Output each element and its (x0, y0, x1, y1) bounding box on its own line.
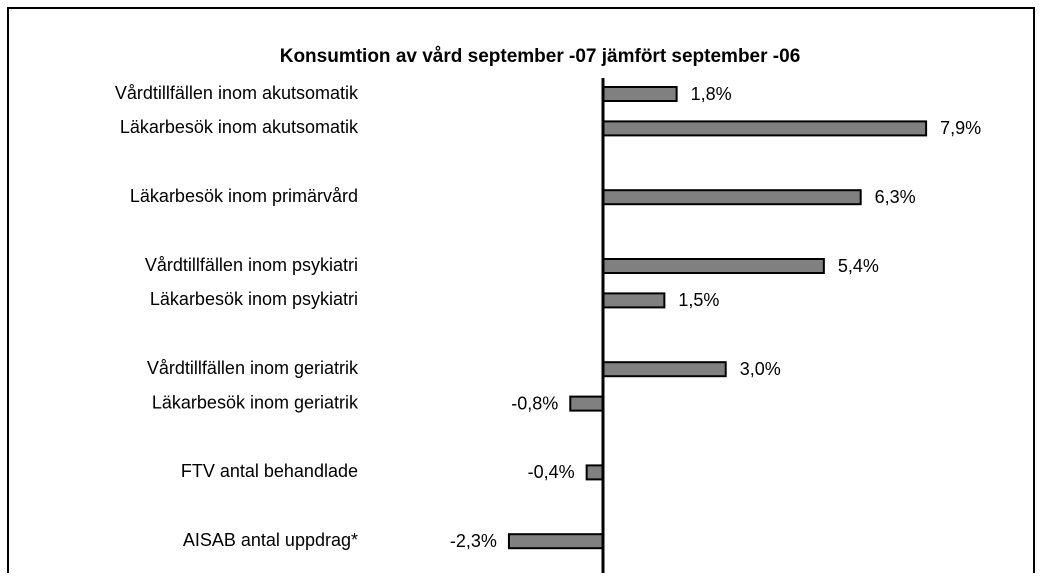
category-label: Vårdtillfällen inom psykiatri (145, 255, 358, 275)
bar (602, 258, 825, 274)
category-label: Läkarbesök inom geriatrik (152, 392, 359, 412)
category-label: FTV antal behandlade (181, 461, 358, 481)
value-label: -0,8% (511, 393, 558, 413)
bar (602, 361, 727, 378)
value-label: -0,4% (528, 462, 575, 482)
bar (602, 86, 678, 102)
chart-title: Konsumtion av vård september -07 jämfört… (280, 46, 801, 67)
category-label: Vårdtillfällen inom akutsomatik (115, 83, 359, 103)
category-label: AISAB antal uppdrag* (183, 530, 358, 550)
value-label: 1,8% (691, 84, 732, 104)
bar (507, 533, 604, 550)
value-label: 5,4% (838, 256, 879, 276)
bar (569, 395, 605, 412)
value-label: 6,3% (875, 187, 916, 207)
value-label: 1,5% (678, 290, 719, 310)
bar (585, 464, 605, 481)
category-label: Läkarbesök inom psykiatri (150, 289, 358, 309)
frame (7, 7, 1035, 573)
value-label: 3,0% (740, 359, 781, 379)
category-label: Vårdtillfällen inom geriatrik (147, 358, 359, 378)
value-label: -2,3% (450, 531, 497, 551)
category-label: Läkarbesök inom akutsomatik (120, 117, 359, 137)
bar (602, 189, 862, 206)
bar (602, 120, 928, 137)
category-label: Läkarbesök inom primärvård (130, 186, 358, 206)
bar (602, 292, 666, 309)
value-label: 7,9% (940, 118, 981, 138)
